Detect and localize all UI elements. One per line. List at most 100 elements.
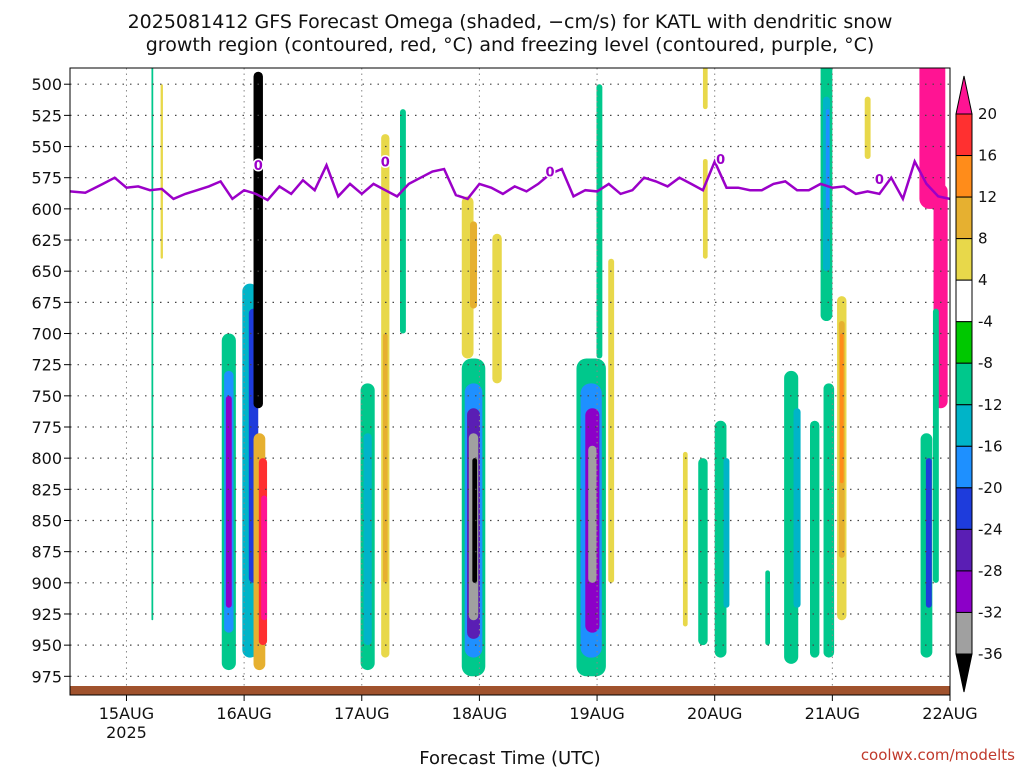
colorbar-label: -4 xyxy=(978,313,993,331)
colorbar-label: -28 xyxy=(978,562,1003,580)
x-axis: 15AUG 16AUG 17AUG 18AUG 19AUG 20AUG 21AUG 22AUG… xyxy=(99,695,978,742)
colorbar-swatch xyxy=(955,279,973,323)
colorbar-swatch xyxy=(955,528,973,572)
omega-cell xyxy=(864,96,871,159)
omega-cell xyxy=(492,233,502,384)
omega-cell xyxy=(470,221,478,309)
omega-cell xyxy=(702,68,708,110)
credit-text: coolwx.com/modelts xyxy=(861,746,1015,764)
freezing-level-line xyxy=(70,158,950,203)
omega-cell xyxy=(608,258,615,583)
plot-area: 0 0 0 0 0 xyxy=(69,67,951,696)
y-tick-label: 625 xyxy=(31,231,62,250)
colorbar-triangle-top xyxy=(955,75,973,115)
colorbar-label: -32 xyxy=(978,603,1003,621)
x-axis-label: Forecast Time (UTC) xyxy=(419,748,600,768)
omega-cells xyxy=(151,68,948,677)
y-tick-label: 675 xyxy=(31,293,62,312)
omega-cell xyxy=(702,158,708,259)
colorbar-swatch xyxy=(955,155,973,198)
omega-cell xyxy=(825,109,830,209)
omega-cell xyxy=(588,445,597,583)
colorbar-label: 8 xyxy=(978,230,988,248)
y-tick-label: 750 xyxy=(31,387,62,406)
freezing-level-layer: 0 0 0 0 0 xyxy=(70,151,950,203)
freezing-level-label: 0 xyxy=(875,173,884,188)
plot-background xyxy=(70,68,950,695)
y-tick-label: 950 xyxy=(31,636,62,655)
y-tick-label: 825 xyxy=(31,480,62,499)
colorbar-swatch xyxy=(955,570,973,613)
omega-cell xyxy=(810,420,820,658)
chart-title-line-1: 2025081412 GFS Forecast Omega (shaded, −… xyxy=(128,11,893,33)
colorbar-triangle-bottom xyxy=(955,653,973,693)
colorbar-label: -12 xyxy=(978,396,1003,414)
freezing-level-label: 0 xyxy=(716,153,725,168)
y-tick-label: 975 xyxy=(31,667,62,686)
y-tick-label: 875 xyxy=(31,543,62,562)
y-tick-label: 575 xyxy=(31,169,62,188)
grid xyxy=(70,68,950,695)
colorbar-swatch xyxy=(955,487,973,530)
y-axis: 500 525 550 575 600 625 650 675 700 725 750 775 800 8… xyxy=(31,75,70,686)
y-tick-label: 500 xyxy=(31,75,62,94)
omega-cell xyxy=(840,333,844,484)
x-tick-label: 18AUG xyxy=(452,704,507,723)
colorbar-swatch xyxy=(955,196,973,240)
omega-cell xyxy=(682,451,688,627)
colorbar-label: -36 xyxy=(978,645,1003,663)
omega-cell xyxy=(596,84,603,359)
y-tick-label: 775 xyxy=(31,418,62,437)
colorbar-label: 4 xyxy=(978,271,988,289)
x-tick-label: 22AUG xyxy=(922,704,977,723)
x-year-label: 2025 xyxy=(106,723,147,742)
chart-title-line-2: growth region (contoured, red, °C) and f… xyxy=(146,34,875,56)
x-tick-label: 16AUG xyxy=(216,704,271,723)
freezing-level-label: 0 xyxy=(545,165,554,180)
y-tick-label: 850 xyxy=(31,511,62,530)
colorbar-swatch xyxy=(955,404,973,447)
ground-strip xyxy=(70,686,950,695)
y-tick-label: 900 xyxy=(31,574,62,593)
omega-cell xyxy=(261,495,268,621)
colorbar-swatch xyxy=(955,321,973,364)
x-tick-label: 15AUG xyxy=(99,704,154,723)
omega-cell xyxy=(925,458,932,608)
freezing-level-label: 0 xyxy=(254,159,263,174)
omega-cell xyxy=(723,458,730,608)
omega-cell xyxy=(400,109,406,334)
y-tick-label: 800 xyxy=(31,449,62,468)
colorbar-label: 16 xyxy=(978,147,997,165)
omega-cell xyxy=(363,433,372,646)
omega-cell xyxy=(225,395,232,608)
colorbar-swatch xyxy=(955,362,973,406)
omega-cell xyxy=(932,308,939,583)
y-tick-label: 700 xyxy=(31,325,62,344)
colorbar: 20 16 12 8 4 -4 -8 -12 -16 -20 -24 -28 -32 -36 xyxy=(955,75,1003,693)
x-tick-label: 19AUG xyxy=(569,704,624,723)
freezing-level-label: 0 xyxy=(381,155,390,170)
y-tick-label: 600 xyxy=(31,200,62,219)
colorbar-label: 20 xyxy=(978,105,997,123)
y-tick-label: 725 xyxy=(31,356,62,375)
colorbar-swatch xyxy=(955,445,973,489)
x-tick-label: 17AUG xyxy=(334,704,389,723)
omega-cell xyxy=(160,84,163,259)
colorbar-label: -24 xyxy=(978,520,1003,538)
y-tick-label: 650 xyxy=(31,262,62,281)
colorbar-swatch xyxy=(955,113,973,157)
x-tick-label: 21AUG xyxy=(805,704,860,723)
omega-cell xyxy=(919,68,946,209)
omega-cell xyxy=(765,570,770,646)
colorbar-swatch xyxy=(955,611,973,655)
x-tick-label: 20AUG xyxy=(687,704,742,723)
plot-frame xyxy=(69,67,951,696)
omega-cell xyxy=(793,408,801,608)
y-tick-label: 525 xyxy=(31,106,62,125)
colorbar-label: 12 xyxy=(978,188,997,206)
omega-cell xyxy=(151,68,154,621)
colorbar-label: -20 xyxy=(978,479,1003,497)
colorbar-label: -8 xyxy=(978,354,993,372)
y-tick-label: 925 xyxy=(31,605,62,624)
